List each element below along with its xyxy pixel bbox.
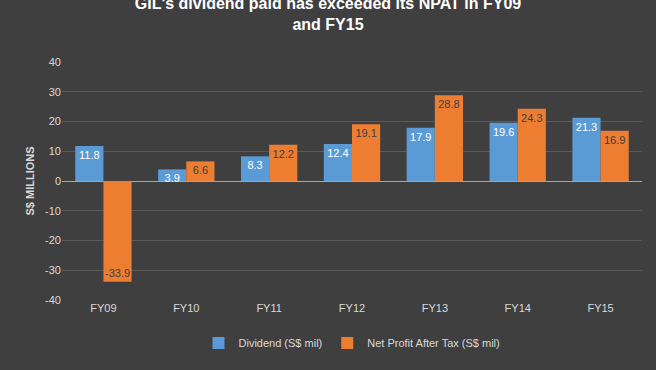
svg-text:12.4: 12.4 — [327, 147, 348, 159]
svg-text:6.6: 6.6 — [193, 164, 208, 176]
svg-text:0: 0 — [55, 175, 61, 187]
svg-text:FY14: FY14 — [505, 302, 531, 314]
svg-text:28.8: 28.8 — [438, 98, 459, 110]
svg-text:40: 40 — [49, 56, 61, 68]
svg-text:12.2: 12.2 — [273, 148, 294, 160]
svg-text:30: 30 — [49, 86, 61, 98]
svg-text:11.8: 11.8 — [79, 149, 100, 161]
svg-text:-20: -20 — [45, 234, 61, 246]
svg-text:19.1: 19.1 — [355, 127, 376, 139]
svg-text:16.9: 16.9 — [604, 134, 625, 146]
svg-text:FY12: FY12 — [339, 302, 365, 314]
svg-text:-10: -10 — [45, 205, 61, 217]
svg-text:8.3: 8.3 — [247, 159, 262, 171]
svg-text:-40: -40 — [45, 294, 61, 306]
svg-text:20: 20 — [49, 115, 61, 127]
svg-text:24.3: 24.3 — [521, 112, 542, 124]
svg-text:19.6: 19.6 — [493, 126, 514, 138]
svg-text:FY11: FY11 — [256, 302, 281, 314]
svg-text:GIL's dividend paid has exceed: GIL's dividend paid has exceeded its NPA… — [135, 0, 522, 33]
svg-text:FY13: FY13 — [422, 302, 448, 314]
svg-text:FY09: FY09 — [90, 302, 116, 314]
svg-text:3.9: 3.9 — [165, 172, 180, 184]
svg-text:Dividend (S$ mil): Dividend (S$ mil) — [239, 337, 323, 349]
svg-text:17.9: 17.9 — [410, 131, 431, 143]
svg-text:21.3: 21.3 — [576, 121, 597, 133]
svg-text:FY15: FY15 — [587, 302, 613, 314]
svg-text:Net Profit After Tax (S$ mil): Net Profit After Tax (S$ mil) — [367, 337, 499, 349]
svg-text:-33.9: -33.9 — [105, 267, 130, 279]
svg-text:FY10: FY10 — [173, 302, 199, 314]
svg-text:-30: -30 — [45, 264, 61, 276]
svg-text:S$ MILLIONS: S$ MILLIONS — [24, 146, 36, 215]
svg-text:10: 10 — [49, 145, 61, 157]
